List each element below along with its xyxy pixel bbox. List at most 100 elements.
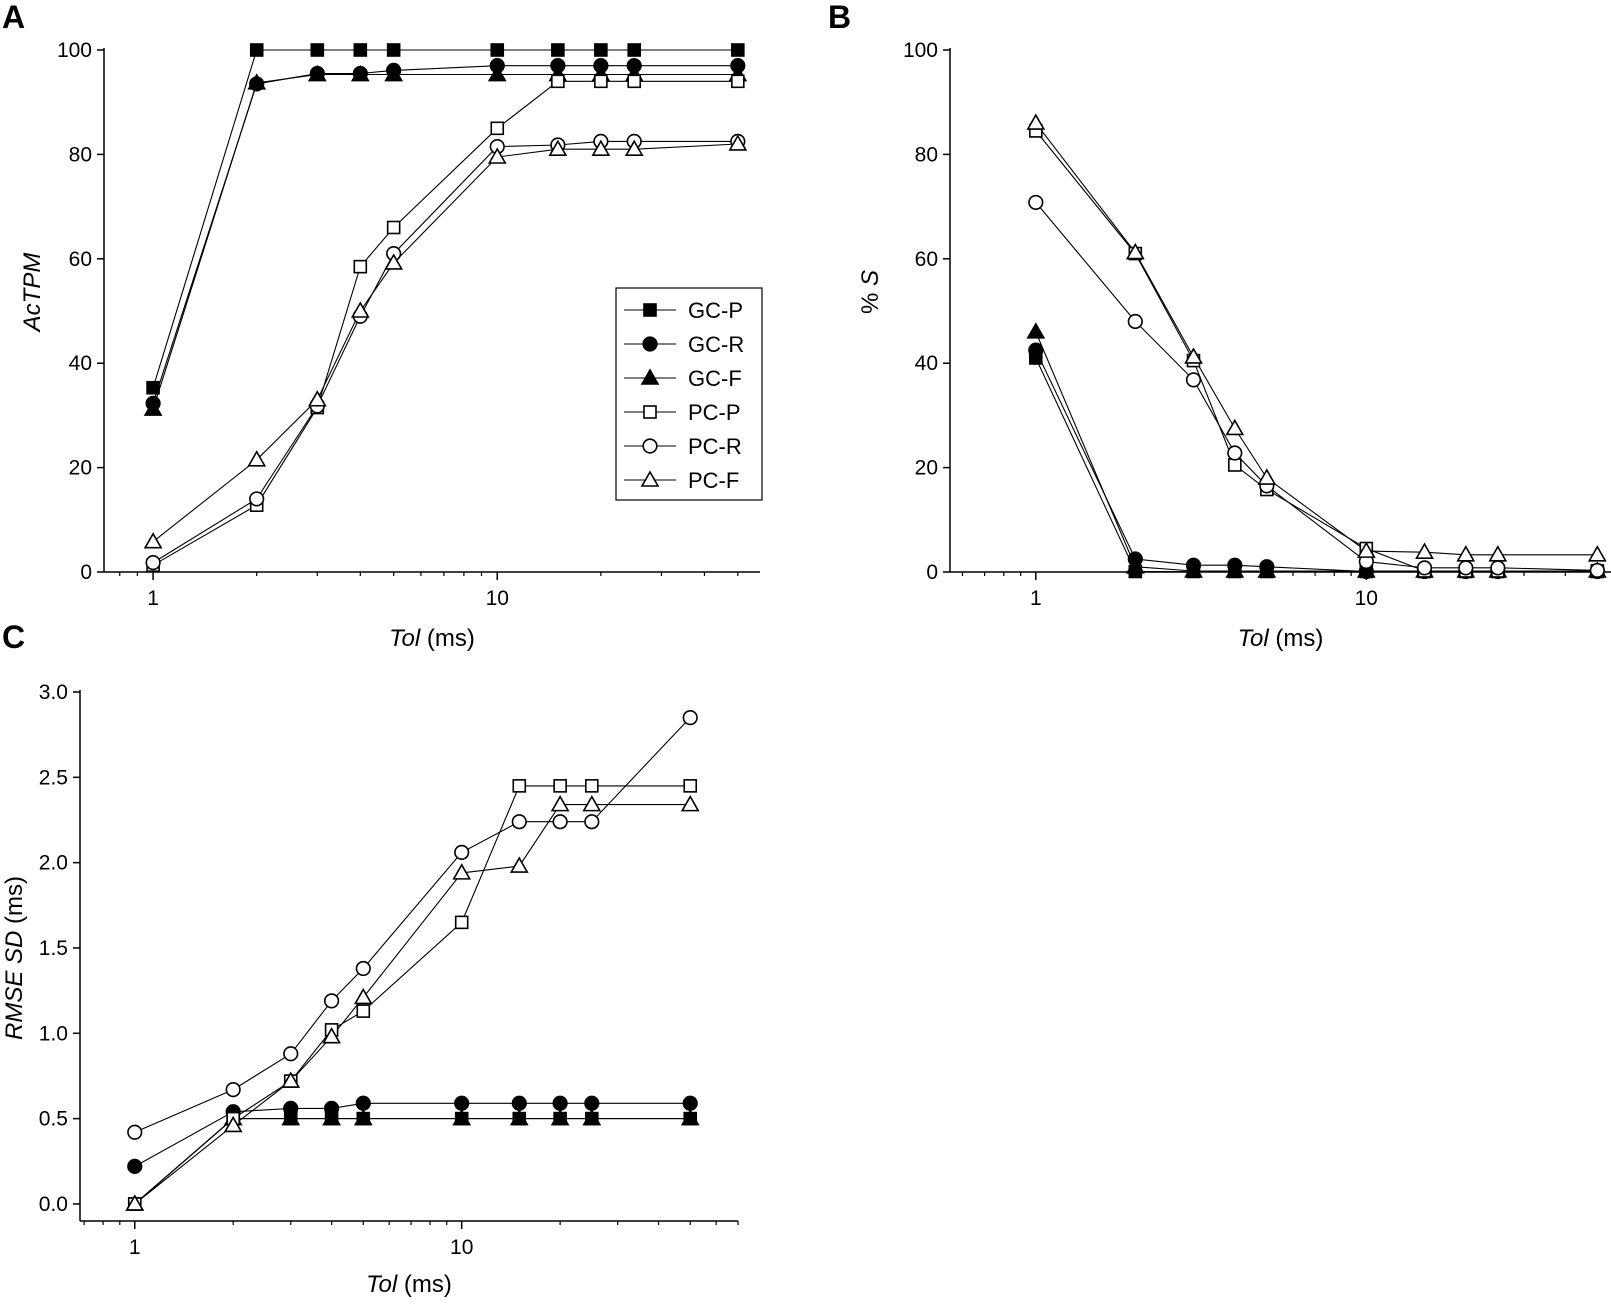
x-tick-label: 10 [1355, 587, 1378, 610]
data-point-pc-p [356, 1004, 371, 1018]
legend-marker-gc-r [642, 336, 658, 352]
data-point-pc-f [680, 795, 700, 812]
data-point-pc-f [1026, 113, 1046, 130]
data-point-pc-r [1458, 560, 1474, 576]
y-tick-label: 40 [915, 352, 938, 375]
data-point-gc-p [146, 380, 160, 395]
x-axis-title: Tol (ms) [1238, 625, 1324, 652]
series-line-pc-f [152, 143, 738, 543]
y-axis-title-italic: RMSE SD [1, 931, 28, 1040]
y-tick-label: 20 [915, 457, 938, 480]
data-point-gc-p [353, 43, 368, 57]
data-point-pc-p [512, 779, 527, 793]
data-point-pc-f [591, 139, 611, 156]
data-point-pc-r [323, 993, 340, 1009]
data-point-gc-f [1356, 561, 1376, 578]
legend-label-pc-r: PC-R [688, 434, 742, 459]
y-tick-label: 20 [69, 457, 92, 480]
data-point-pc-f [1184, 347, 1203, 364]
series-line-gc-f [1035, 331, 1598, 572]
y-tick-label: 1.5 [39, 937, 68, 960]
legend-marker-pc-r [642, 438, 658, 454]
series-line-pc-p [152, 80, 738, 566]
data-point-gc-f [452, 1109, 472, 1126]
data-point-pc-p [731, 74, 745, 89]
data-point-gc-r [454, 1095, 470, 1111]
series-line-gc-r [134, 1102, 691, 1167]
series-line-pc-r [1035, 202, 1598, 571]
data-point-pc-r [1028, 194, 1044, 211]
data-point-pc-f [1225, 418, 1245, 436]
x-tick-label: 10 [450, 1236, 473, 1259]
data-point-gc-p [594, 43, 608, 57]
data-point-gc-r [511, 1095, 527, 1111]
data-point-gc-p [386, 43, 401, 57]
data-point-pc-f [125, 1194, 145, 1211]
data-point-gc-p [627, 43, 642, 57]
data-point-gc-p [249, 43, 264, 57]
x-axis-title-unit: (ms) [420, 625, 475, 652]
y-tick-label: 100 [903, 39, 938, 62]
data-point-pc-p [353, 259, 368, 274]
data-point-pc-r [1416, 560, 1433, 576]
series-line-gc-p [1035, 357, 1598, 573]
panel-label-a: A [2, 0, 25, 35]
data-point-pc-f [487, 147, 507, 164]
legend-label-pc-p: PC-P [688, 400, 741, 425]
series-line-pc-r [152, 140, 738, 564]
y-tick-label: 0.5 [39, 1108, 68, 1131]
series-line-gc-f [134, 1118, 691, 1205]
data-point-pc-f [509, 856, 529, 873]
panel-a-chart: 0 20 40 60 80 100 1 10 Tol (ms) AcTPM GC-P GC-R GC-F… [19, 39, 763, 652]
y-axis-title: RMSE SD (ms) [1, 876, 28, 1040]
y-tick-label: 3.0 [39, 681, 68, 704]
x-axis-title-italic: Tol [1238, 625, 1270, 652]
series-line-pc-f [134, 804, 691, 1205]
data-point-pc-f [353, 987, 373, 1005]
data-point-pc-f [452, 863, 472, 880]
y-tick-label: 60 [915, 248, 938, 271]
data-point-gc-f [353, 1109, 373, 1126]
data-point-gc-f [509, 1109, 529, 1126]
data-point-pc-r [552, 814, 568, 830]
x-axis-title: Tol (ms) [389, 625, 475, 652]
data-point-gc-f [281, 1109, 301, 1126]
data-point-pc-p [553, 779, 567, 793]
series-line-pc-p [134, 785, 691, 1205]
data-point-gc-f [247, 73, 267, 90]
data-point-pc-f [582, 795, 602, 812]
y-tick-label: 80 [915, 143, 938, 166]
y-tick-label: 0.0 [39, 1193, 68, 1216]
data-point-pc-r [225, 1082, 241, 1098]
data-point-pc-r [1227, 445, 1243, 461]
data-point-pc-f [281, 1071, 301, 1088]
data-point-pc-f [350, 301, 370, 318]
data-point-pc-f [384, 253, 404, 270]
data-point-pc-r [127, 1124, 143, 1140]
data-point-pc-r [1185, 372, 1202, 388]
data-point-gc-f [350, 64, 370, 82]
x-tick-label: 1 [147, 587, 159, 610]
data-point-gc-r [355, 1095, 371, 1111]
data-point-pc-f [1488, 545, 1508, 562]
legend-label-gc-r: GC-R [688, 332, 744, 357]
data-point-pc-f [548, 139, 568, 156]
data-point-pc-p [627, 74, 642, 89]
data-point-gc-f [307, 64, 327, 82]
data-point-gc-f [1184, 561, 1203, 578]
data-point-pc-r [454, 844, 470, 861]
data-point-pc-f [728, 134, 748, 151]
y-axis-title: % S [857, 270, 884, 314]
series-line-gc-f [152, 73, 738, 410]
data-point-pc-p [551, 74, 565, 89]
data-point-gc-p [551, 43, 565, 57]
data-point-pc-f [624, 139, 644, 156]
data-point-pc-f [1415, 542, 1434, 559]
data-point-pc-r [1490, 560, 1506, 576]
y-tick-label: 100 [57, 39, 92, 62]
y-tick-label: 1.0 [39, 1022, 68, 1045]
legend-label-gc-f: GC-F [688, 366, 742, 391]
data-point-pc-f [1257, 468, 1277, 485]
data-point-pc-p [594, 74, 608, 89]
